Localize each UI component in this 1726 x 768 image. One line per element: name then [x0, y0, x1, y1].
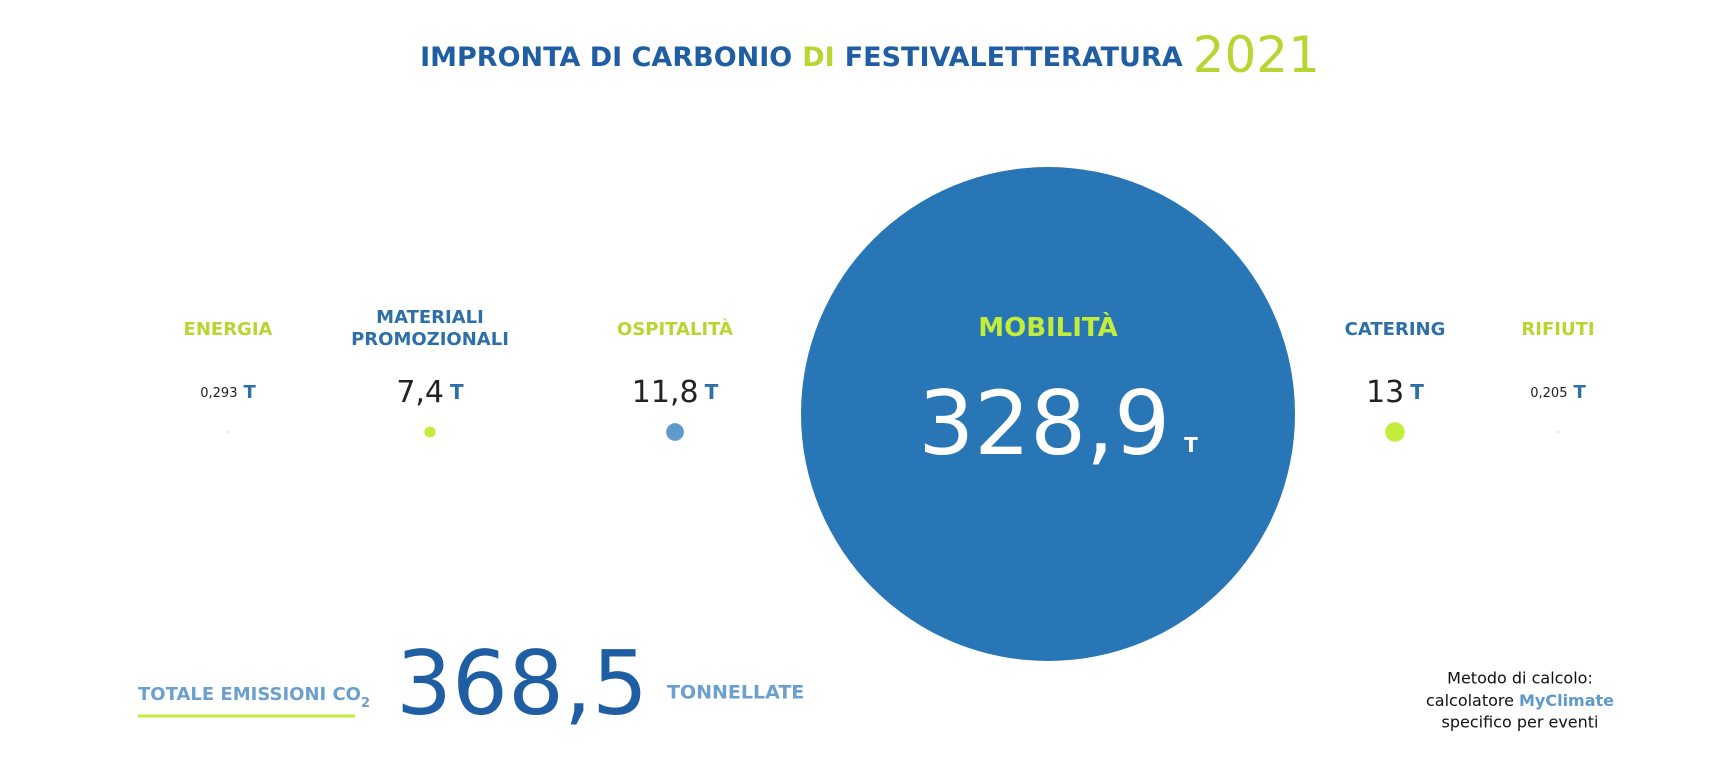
title: IMPRONTA DI CARBONIO DI FESTIVALETTERATURA…	[420, 26, 1320, 84]
method-note-link: MyClimate	[1519, 691, 1614, 710]
bubble	[1385, 422, 1405, 442]
category-label-text: MOBILITÀ	[978, 311, 1118, 343]
category-label: MOBILITÀ	[978, 311, 1118, 343]
bubble	[1557, 431, 1559, 433]
category-label-text: OSPITALITÀ	[617, 318, 733, 340]
value-text: 13	[1366, 375, 1404, 410]
category-label: OSPITALITÀ	[617, 318, 733, 340]
value-label: 0,205 T	[1530, 382, 1586, 403]
value-label: 11,8 T	[632, 375, 719, 410]
value-label: 328,9 T	[918, 372, 1198, 475]
bubble	[227, 431, 229, 433]
title-part: FESTIVALETTERATURA	[845, 42, 1183, 73]
bubble-main	[801, 167, 1295, 661]
title-part: IMPRONTA DI CARBONIO	[420, 42, 792, 73]
category-label-text: CATERING	[1345, 319, 1446, 340]
value-label: 0,293 T	[200, 382, 256, 403]
total-label-sub: 2	[361, 696, 370, 711]
method-note: specifico per eventi	[1441, 713, 1598, 732]
unit-text: T	[705, 380, 719, 404]
total-value: 368,5	[396, 632, 648, 735]
value-label: 7,4 T	[396, 375, 464, 410]
unit-text: T	[243, 382, 256, 403]
method-note: Metodo di calcolo:	[1447, 669, 1593, 688]
value-text: 328,9	[918, 372, 1170, 475]
category-label-text: PROMOZIONALI	[351, 329, 509, 350]
title-part: DI	[802, 42, 834, 73]
value-text: 7,4	[396, 375, 444, 410]
value-text: 0,293	[200, 386, 237, 401]
category-label-text: ENERGIA	[184, 319, 273, 340]
category-label: CATERING	[1345, 319, 1446, 340]
value-text: 11,8	[632, 375, 699, 410]
unit-text: T	[1573, 382, 1586, 403]
unit-text: T	[1184, 433, 1198, 457]
value-label: 13 T	[1366, 375, 1424, 410]
unit-text: T	[1410, 380, 1424, 404]
category-label-text: MATERIALI	[376, 307, 484, 328]
category-label: RIFIUTI	[1521, 319, 1594, 340]
total-label: TOTALE EMISSIONI CO2	[138, 684, 370, 711]
unit-text: T	[450, 380, 464, 404]
title-year: 2021	[1193, 26, 1320, 84]
bubble	[424, 426, 436, 438]
method-note: calcolatore MyClimate	[1426, 691, 1614, 710]
value-text: 0,205	[1530, 386, 1567, 401]
method-note-text: calcolatore	[1426, 691, 1514, 710]
category-label-text: RIFIUTI	[1521, 319, 1594, 340]
category-label: ENERGIA	[184, 319, 273, 340]
total-unit: TONNELLATE	[667, 682, 804, 704]
total-label-text: TOTALE EMISSIONI CO	[138, 684, 361, 705]
category-label: MATERIALI PROMOZIONALI	[351, 307, 509, 350]
bubble	[666, 423, 684, 441]
